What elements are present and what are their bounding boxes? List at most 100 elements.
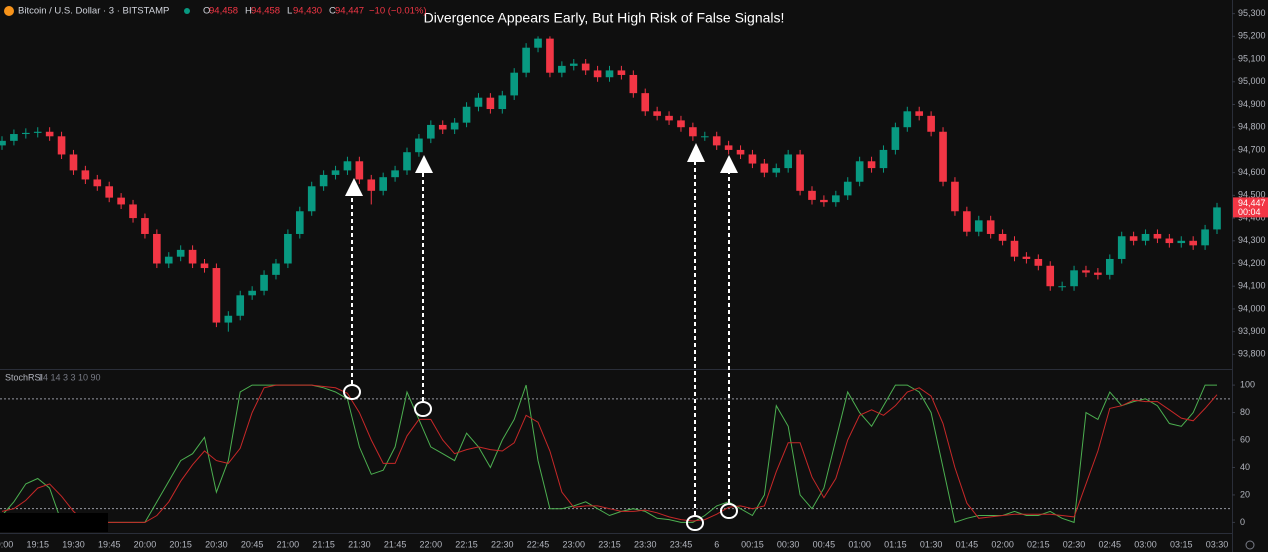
x-tick-label: 03:15 (1170, 539, 1193, 549)
settings-icon[interactable] (1245, 540, 1255, 550)
ohlc-value: 94,458 (209, 6, 238, 17)
candle-body (796, 154, 804, 191)
candle-body (677, 120, 685, 128)
y-tick-label: 94,400 (1238, 212, 1266, 222)
x-tick-label: 19:15 (26, 539, 49, 549)
candle-body (224, 315, 233, 323)
candle-body (355, 161, 364, 180)
y-tick-label: 94,100 (1238, 281, 1266, 291)
y-tick-label: 94,200 (1238, 258, 1266, 268)
candle-body (903, 111, 912, 128)
ohlc-value: 94,447 (335, 6, 364, 17)
ohlc-change: −10 (−0.01%) (369, 6, 427, 17)
candle-body (379, 177, 387, 191)
y-tick-label: 93,800 (1238, 349, 1266, 359)
candle-body (1082, 270, 1090, 273)
x-tick-label: 01:45 (956, 539, 979, 549)
candle-body (522, 47, 530, 73)
ohlc-value: 94,430 (293, 6, 322, 17)
x-tick-label: 22:15 (455, 539, 478, 549)
candle-body (546, 38, 554, 73)
candle-body (10, 134, 18, 141)
plot: 19:00 19:15 19:30 19:45 20:00 20:15 20:30 20:45… (0, 8, 1268, 549)
candle-body (605, 70, 614, 78)
candle-body (891, 127, 900, 150)
candle-body (1201, 229, 1209, 246)
indicator-params: 14 14 3 3 10 90 (38, 372, 101, 382)
x-tick-label: 00:45 (813, 539, 836, 549)
candle-body (951, 181, 959, 212)
candle-body (141, 218, 149, 234)
candle-body (1094, 272, 1102, 275)
candle-body (641, 93, 650, 112)
last-price-label: 94,447 (1238, 198, 1266, 208)
ohlc-key: H (245, 6, 252, 17)
candle-body (510, 72, 519, 96)
x-tick-label: 03:30 (1206, 539, 1229, 549)
y-tick-label: 93,900 (1238, 326, 1266, 336)
candle-body (653, 111, 661, 116)
ohlc-key: C (329, 6, 336, 17)
x-tick-label: 00:15 (741, 539, 764, 549)
chart-title: Divergence Appears Early, But High Risk … (424, 10, 785, 26)
y-tick-label: 94,800 (1238, 122, 1266, 132)
indicator-name: StochRSI (5, 372, 43, 382)
candle-body (712, 136, 721, 146)
cover-box (0, 513, 108, 532)
candle-body (272, 263, 280, 275)
candle-body (665, 115, 673, 121)
x-tick-label: 6 (714, 539, 719, 549)
candle-body (0, 140, 6, 146)
candle-body (93, 179, 102, 187)
candle-body (212, 268, 221, 323)
candle-body (772, 168, 781, 173)
x-tick-label: 20:30 (205, 539, 228, 549)
candle-body (939, 131, 947, 182)
symbol-icon (4, 6, 14, 16)
x-tick-label: 20:00 (134, 539, 157, 549)
arrow-head (415, 155, 433, 173)
candle-body (498, 95, 507, 110)
x-tick-label: 02:15 (1027, 539, 1050, 549)
y-tick-label: 94,000 (1238, 303, 1266, 313)
candle-body (391, 170, 399, 178)
candle-body (260, 274, 268, 291)
candle-body (1010, 240, 1019, 257)
candle-body (534, 38, 542, 48)
x-tick-label: 23:45 (670, 539, 693, 549)
annotation-circle (414, 401, 432, 417)
candle-body (974, 220, 983, 232)
x-tick-label: 23:15 (598, 539, 621, 549)
annotation-circle (686, 515, 704, 531)
ohlc-key: O (203, 6, 210, 17)
candle-body (1105, 258, 1114, 275)
x-tick-label: 02:45 (1099, 539, 1122, 549)
y-tick-label: 95,000 (1238, 76, 1266, 86)
candle-body (295, 211, 304, 234)
y-tick-label: 94,900 (1238, 99, 1266, 109)
candle-body (581, 63, 590, 71)
x-tick-label: 19:45 (98, 539, 121, 549)
candle-body (867, 161, 876, 169)
y-tick-label: 94,600 (1238, 167, 1266, 177)
candle-body (760, 163, 769, 173)
stoch-line (1, 384, 1217, 524)
ohlc-key: L (287, 6, 292, 17)
candle-body (1058, 286, 1066, 288)
candle-body (474, 97, 483, 107)
candle-body (462, 106, 471, 123)
last-price-badge (1233, 197, 1268, 218)
candle-body (569, 63, 578, 66)
candle-body (879, 149, 888, 169)
candle-body (81, 170, 90, 180)
candle-body (1034, 258, 1043, 266)
candle-body (629, 74, 638, 94)
candle-body (700, 136, 709, 138)
y-tick-label: 94,500 (1238, 190, 1266, 200)
candle-body (736, 149, 745, 155)
status-dot (184, 8, 190, 14)
y-tick-label: 95,300 (1238, 8, 1266, 18)
candle-body (153, 233, 161, 264)
candle-body (784, 154, 792, 169)
arrow-head (720, 155, 738, 173)
